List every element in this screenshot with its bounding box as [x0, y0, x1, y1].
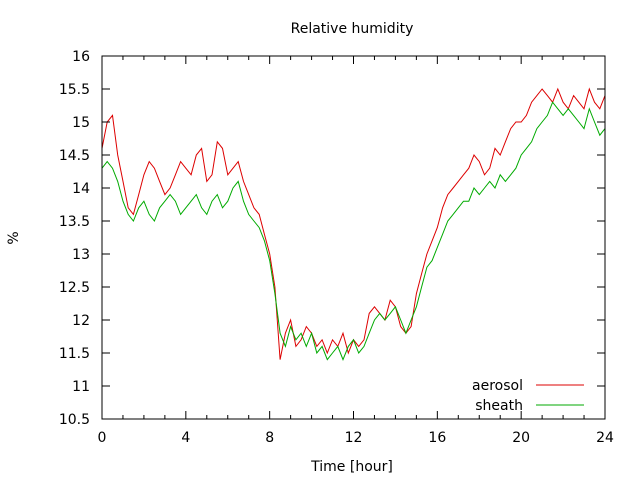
- y-tick-label: 11.5: [59, 346, 90, 362]
- y-axis-label: %: [6, 231, 22, 244]
- legend-label-aerosol: aerosol: [472, 378, 523, 394]
- y-tick-label: 13.5: [59, 214, 90, 230]
- y-tick-label: 15: [72, 115, 90, 131]
- x-tick-label: 4: [181, 430, 190, 446]
- y-tick-label: 14: [72, 181, 90, 197]
- legend: aerosol sheath: [472, 378, 584, 414]
- x-tick-label: 8: [265, 430, 274, 446]
- plot-frame: [101, 55, 606, 420]
- x-tick-label: 20: [512, 430, 530, 446]
- x-tick-label: 16: [428, 430, 446, 446]
- y-tick-label: 15.5: [59, 82, 90, 98]
- y-tick-label: 14.5: [59, 148, 90, 164]
- y-tick-label: 12: [72, 313, 90, 329]
- chart-title: Relative humidity: [291, 21, 414, 37]
- x-axis-label: Time [hour]: [310, 459, 393, 475]
- y-tick-label: 11: [72, 379, 90, 395]
- series-line-sheath: [101, 101, 606, 361]
- x-tick-label: 0: [98, 430, 107, 446]
- series-layer: [101, 87, 606, 361]
- axes-layer: 0 4 8 12 16 20 24 10.5 11 11.5 12 12.5 13 13.5 14 14.5 1…: [59, 49, 614, 446]
- y-tick-label: 16: [72, 49, 90, 65]
- y-tick-label: 12.5: [59, 280, 90, 296]
- series-line-aerosol: [101, 87, 606, 360]
- y-tick-label: 13: [72, 247, 90, 263]
- y-tick-label: 10.5: [59, 412, 90, 428]
- x-tick-label: 12: [345, 430, 363, 446]
- x-tick-label: 24: [596, 430, 614, 446]
- legend-label-sheath: sheath: [475, 398, 523, 414]
